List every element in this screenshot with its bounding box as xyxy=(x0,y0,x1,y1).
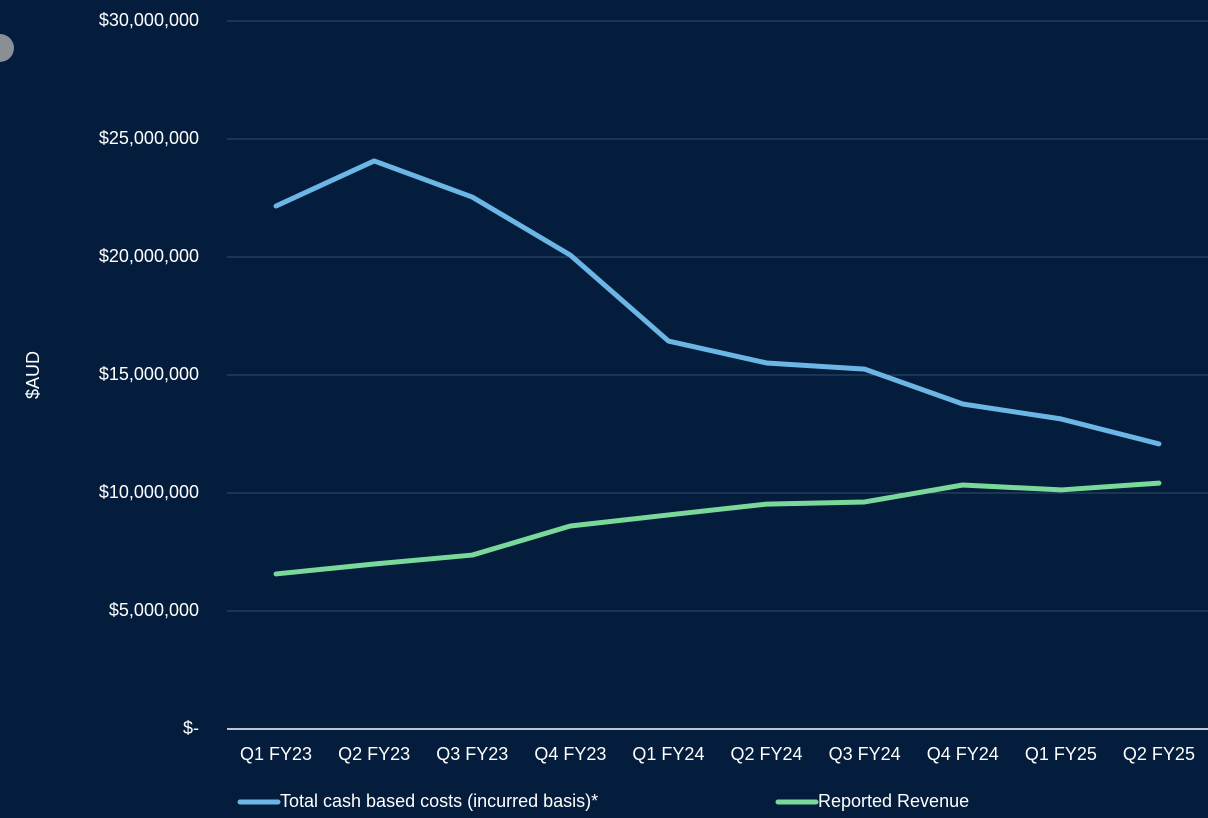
decoration xyxy=(0,34,14,62)
x-tick-label: Q2 FY24 xyxy=(731,744,803,764)
series-line xyxy=(273,158,1162,447)
x-tick-label: Q2 FY25 xyxy=(1123,744,1195,764)
x-tick-label: Q1 FY25 xyxy=(1025,744,1097,764)
y-tick-label: $5,000,000 xyxy=(109,600,199,620)
x-tick-label: Q4 FY24 xyxy=(927,744,999,764)
x-tick-label: Q4 FY23 xyxy=(534,744,606,764)
legend-label: Total cash based costs (incurred basis)* xyxy=(280,791,598,811)
y-tick-label: $10,000,000 xyxy=(99,482,199,502)
y-tick-label: $- xyxy=(183,718,199,738)
y-tick-label: $15,000,000 xyxy=(99,364,199,384)
x-tick-label: Q1 FY24 xyxy=(632,744,704,764)
x-tick-label: Q2 FY23 xyxy=(338,744,410,764)
y-axis-label: $AUD xyxy=(23,351,43,399)
series-line xyxy=(273,480,1162,577)
legend-label: Reported Revenue xyxy=(818,791,969,811)
y-tick-label: $25,000,000 xyxy=(99,128,199,148)
x-tick-label: Q1 FY23 xyxy=(240,744,312,764)
y-tick-label: $30,000,000 xyxy=(99,10,199,30)
x-tick-label: Q3 FY23 xyxy=(436,744,508,764)
x-tick-label: Q3 FY24 xyxy=(829,744,901,764)
y-tick-label: $20,000,000 xyxy=(99,246,199,266)
